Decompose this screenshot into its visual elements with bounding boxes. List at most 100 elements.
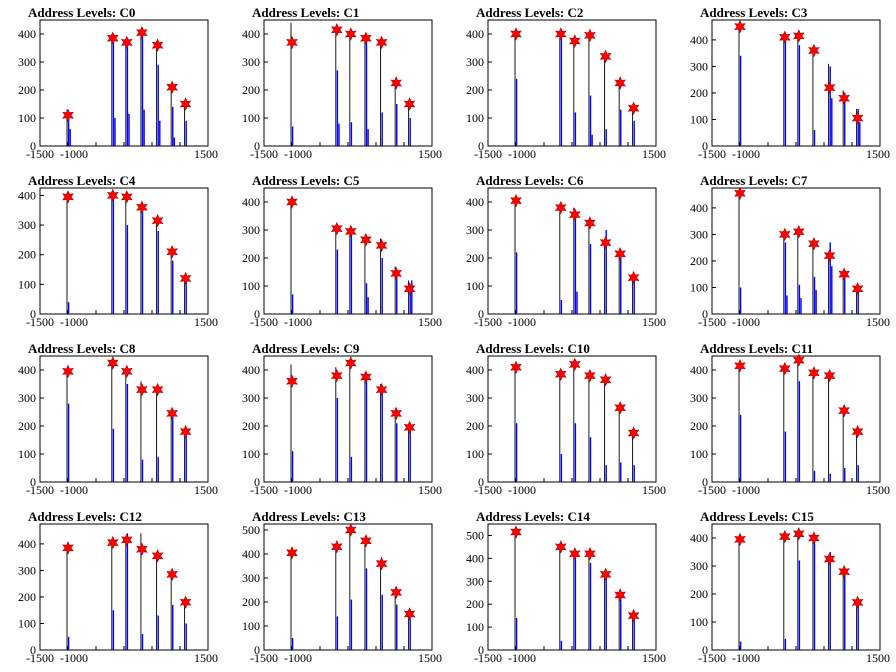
chart-title: Address Levels: C15 xyxy=(700,509,814,524)
x-tick-label: 1500 xyxy=(418,483,442,497)
peak-marker xyxy=(360,233,372,247)
y-tick-label: 0 xyxy=(702,139,708,153)
y-tick-label: 100 xyxy=(690,112,708,126)
y-tick-label: 200 xyxy=(466,419,484,433)
peak-marker xyxy=(808,43,820,58)
y-tick-label: 100 xyxy=(242,619,260,633)
y-tick-label: 0 xyxy=(702,307,708,321)
peak-marker xyxy=(179,97,192,111)
x-tick-label: 1500 xyxy=(194,651,218,665)
y-tick-label: 400 xyxy=(690,363,708,377)
x-tick-label: -1000 xyxy=(508,483,536,497)
x-tick-label: 1500 xyxy=(866,651,890,665)
x-tick-label: -1000 xyxy=(508,315,536,329)
y-tick-label: 300 xyxy=(466,55,484,69)
y-tick-label: 400 xyxy=(466,27,484,41)
x-tick-label: -1500 xyxy=(26,651,54,665)
x-tick-label: -1000 xyxy=(508,651,536,665)
peak-marker xyxy=(166,567,179,582)
y-tick-label: 300 xyxy=(18,563,36,577)
y-tick-label: 0 xyxy=(702,475,708,489)
plot-frame xyxy=(711,187,881,315)
y-tick-label: 300 xyxy=(466,391,484,405)
y-tick-label: 300 xyxy=(690,227,708,241)
y-tick-label: 200 xyxy=(242,419,260,433)
y-tick-label: 200 xyxy=(690,587,708,601)
x-tick-label: -1500 xyxy=(474,315,502,329)
peak-marker xyxy=(510,193,522,208)
x-tick-label: 1500 xyxy=(418,651,442,665)
peak-marker xyxy=(286,195,298,209)
chart-title: Address Levels: C14 xyxy=(476,509,590,524)
y-tick-label: 200 xyxy=(690,419,708,433)
peak-marker xyxy=(330,221,343,236)
peak-marker xyxy=(330,540,343,554)
peak-marker xyxy=(330,23,343,37)
peak-marker xyxy=(568,34,581,48)
peak-marker xyxy=(360,31,372,45)
chart-title: Address Levels: C0 xyxy=(28,5,135,20)
x-tick-label: 1500 xyxy=(194,483,218,497)
y-tick-label: 100 xyxy=(242,111,260,125)
y-tick-label: 100 xyxy=(242,447,260,461)
y-tick-label: 200 xyxy=(18,83,36,97)
peak-marker xyxy=(823,552,836,566)
plot-frame xyxy=(263,187,433,315)
y-tick-label: 100 xyxy=(242,279,260,293)
peak-marker xyxy=(286,374,298,388)
chart-panel-15: Address Levels: C15 0 100 200 300 400 -1500 -10… xyxy=(690,509,890,665)
peak-marker xyxy=(62,364,74,379)
y-tick-label: 200 xyxy=(18,248,36,262)
peak-marker xyxy=(734,19,746,34)
x-tick-label: -1500 xyxy=(698,651,726,665)
y-tick-label: 400 xyxy=(18,363,36,377)
y-tick-label: 200 xyxy=(466,597,484,611)
peak-marker xyxy=(584,28,596,43)
chart-panel-1: Address Levels: C1 0 100 200 300 400 -1500 -100… xyxy=(242,5,442,161)
chart-panel-12: Address Levels: C12 0 100 200 300 400 -1500 -10… xyxy=(18,509,218,665)
peak-marker xyxy=(390,406,403,421)
peak-marker xyxy=(792,353,805,367)
peak-marker xyxy=(554,200,567,215)
peak-marker xyxy=(403,97,416,111)
plot-frame xyxy=(39,187,209,315)
peak-marker xyxy=(62,190,74,204)
peak-marker xyxy=(584,368,596,383)
x-tick-label: -1500 xyxy=(26,147,54,161)
peak-marker xyxy=(62,541,74,555)
peak-marker xyxy=(375,556,388,571)
y-tick-label: 200 xyxy=(242,595,260,609)
peak-marker xyxy=(403,282,416,296)
peak-marker xyxy=(360,534,372,548)
peak-marker xyxy=(136,200,148,215)
peak-marker xyxy=(151,38,164,52)
peak-marker xyxy=(808,366,820,380)
y-tick-label: 0 xyxy=(30,139,36,153)
x-tick-label: -1500 xyxy=(474,483,502,497)
peak-marker xyxy=(136,25,148,40)
y-tick-label: 0 xyxy=(30,643,36,657)
peak-marker xyxy=(838,267,851,281)
peak-marker xyxy=(510,27,522,41)
chart-title: Address Levels: C8 xyxy=(28,341,136,356)
peak-marker xyxy=(151,549,164,563)
peak-marker xyxy=(568,207,581,222)
x-tick-label: -1500 xyxy=(698,315,726,329)
peak-marker xyxy=(344,224,357,239)
y-tick-label: 0 xyxy=(254,307,260,321)
y-tick-label: 0 xyxy=(478,307,484,321)
peak-marker xyxy=(510,525,522,539)
x-tick-label: -1500 xyxy=(250,315,278,329)
peak-marker xyxy=(778,227,791,242)
y-tick-label: 400 xyxy=(242,27,260,41)
y-tick-label: 100 xyxy=(466,620,484,634)
chart-title: Address Levels: C5 xyxy=(252,173,360,188)
y-tick-label: 300 xyxy=(690,59,708,73)
peak-marker xyxy=(823,368,836,383)
chart-panel-0: Address Levels: C0 0 100 200 300 400 -1500 -100… xyxy=(18,5,218,161)
chart-title: Address Levels: C4 xyxy=(28,173,136,188)
chart-panel-11: Address Levels: C11 0 100 200 300 400 -1500 -10… xyxy=(690,341,890,497)
plot-frame xyxy=(487,355,657,483)
peak-marker xyxy=(403,607,416,621)
peak-marker xyxy=(151,213,164,228)
